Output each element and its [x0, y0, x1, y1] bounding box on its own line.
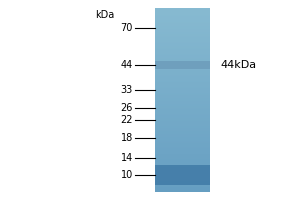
Text: 44kDa: 44kDa — [220, 60, 256, 70]
Text: 33: 33 — [121, 85, 133, 95]
Text: 70: 70 — [121, 23, 133, 33]
Bar — [155, 165, 210, 185]
Bar — [155, 61, 210, 69]
Text: 26: 26 — [121, 103, 133, 113]
Text: 14: 14 — [121, 153, 133, 163]
Text: kDa: kDa — [95, 10, 114, 20]
Text: 18: 18 — [121, 133, 133, 143]
Text: 10: 10 — [121, 170, 133, 180]
Text: 44: 44 — [121, 60, 133, 70]
Text: 22: 22 — [121, 115, 133, 125]
